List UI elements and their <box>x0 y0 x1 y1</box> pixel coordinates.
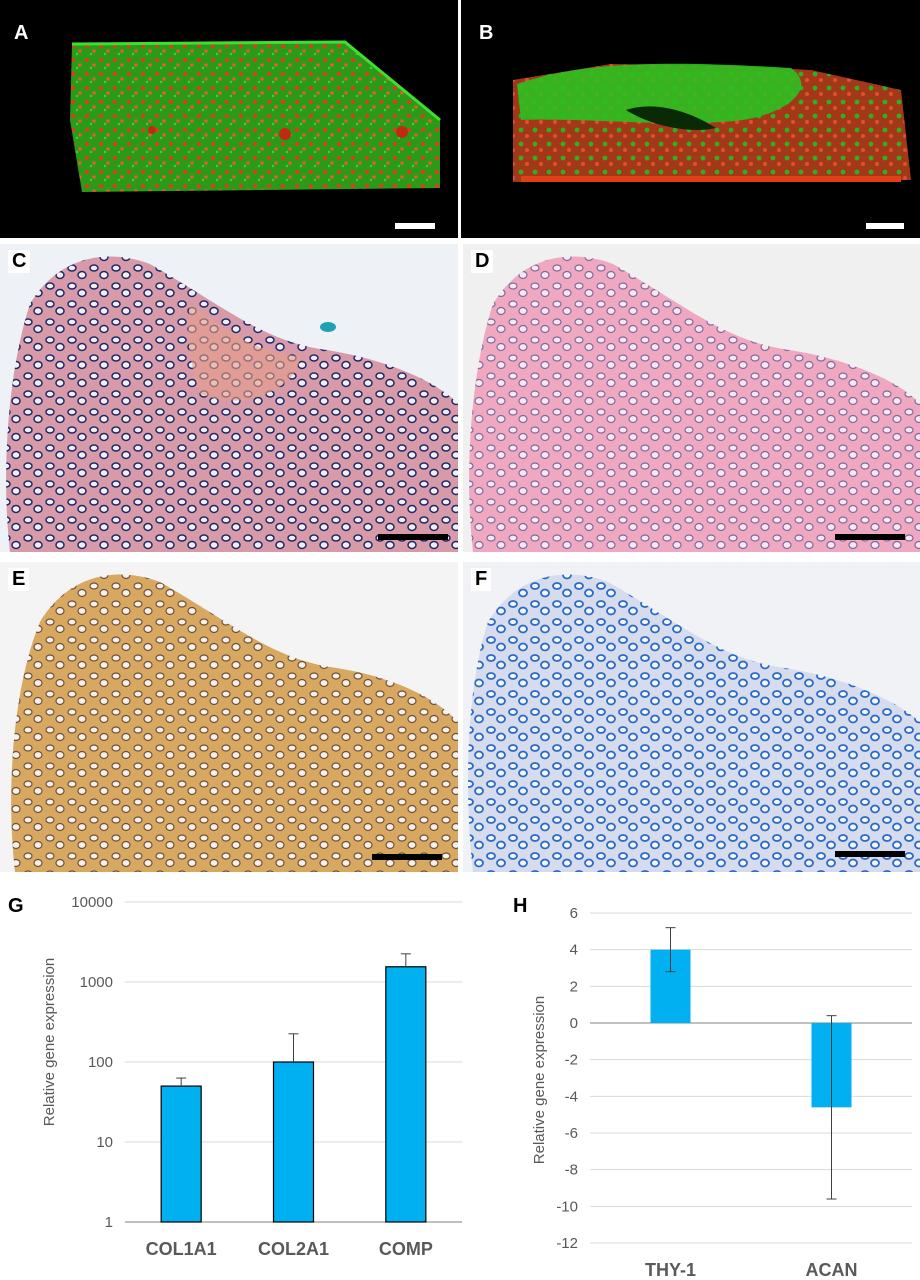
y-tick-label: 4 <box>570 942 578 959</box>
y-tick-label: 1000 <box>80 974 113 991</box>
panel-a-fluorescence-image: A <box>0 0 458 238</box>
panel-c-histology-image: C <box>0 244 458 552</box>
tissue-section-d <box>469 256 920 552</box>
bar-col2a1 <box>272 1061 315 1223</box>
y-tick-label: 2 <box>570 978 578 995</box>
bar-comp <box>385 966 427 1223</box>
panel-label-g: G <box>8 895 24 917</box>
y-axis-label: Relative gene expression <box>41 958 58 1126</box>
panel-label-d: D <box>471 250 494 273</box>
y-axis-label: Relative gene expression <box>531 996 548 1164</box>
panel-label-b: B <box>479 22 494 44</box>
panel-d-histology-image: D <box>463 244 920 552</box>
panel-e-histology-image: E <box>0 562 458 872</box>
y-tick-label: 1 <box>105 1214 113 1231</box>
y-tick-label: -2 <box>565 1052 578 1069</box>
chart-g-bar-chart: 1 10 100 1000 10000 COL1A1 COL2A1 COMP Relativ… <box>41 894 462 1259</box>
scale-bar <box>835 534 905 540</box>
y-tick-label: -4 <box>565 1088 578 1105</box>
y-tick-label: 100 <box>88 1054 113 1071</box>
y-tick-label: 0 <box>570 1015 578 1032</box>
x-tick-label: COL1A1 <box>146 1239 217 1259</box>
panel-f-histology-image: F <box>463 562 920 872</box>
y-tick-label: 6 <box>570 905 578 922</box>
y-tick-label: -6 <box>565 1125 578 1142</box>
scale-bar <box>866 223 904 229</box>
x-tick-label: COL2A1 <box>258 1239 329 1259</box>
panel-label-c: C <box>8 250 31 273</box>
tissue-section-f <box>468 574 920 872</box>
panel-b-fluorescence-image: B <box>461 0 920 238</box>
fluorescence-tissue-b <box>513 63 911 182</box>
scale-bar <box>395 223 435 229</box>
x-tick-label: ACAN <box>806 1260 858 1280</box>
y-tick-label: 10 <box>96 1134 113 1151</box>
panel-label-a: A <box>14 22 29 44</box>
y-tick-label: -10 <box>556 1198 578 1215</box>
x-tick-label: THY-1 <box>645 1260 696 1280</box>
panel-label-e: E <box>8 568 30 591</box>
panel-label-h: H <box>513 895 528 917</box>
fluorescence-tissue-a <box>70 40 441 192</box>
bar-col1a1 <box>160 1085 202 1223</box>
scale-bar <box>378 534 448 540</box>
y-tick-label: 10000 <box>71 894 113 911</box>
panel-label-f: F <box>471 568 492 591</box>
x-tick-label: COMP <box>379 1239 433 1259</box>
chart-h-bar-chart: 6 4 2 0 -2 -4 -6 -8 -10 -12 THY-1 ACAN Relative ge… <box>531 905 912 1280</box>
tissue-section-c <box>6 256 458 552</box>
y-tick-label: -8 <box>565 1162 578 1179</box>
scale-bar <box>835 851 905 857</box>
scale-bar <box>372 854 442 860</box>
y-tick-label: -12 <box>556 1235 578 1252</box>
tissue-section-e <box>11 574 458 872</box>
